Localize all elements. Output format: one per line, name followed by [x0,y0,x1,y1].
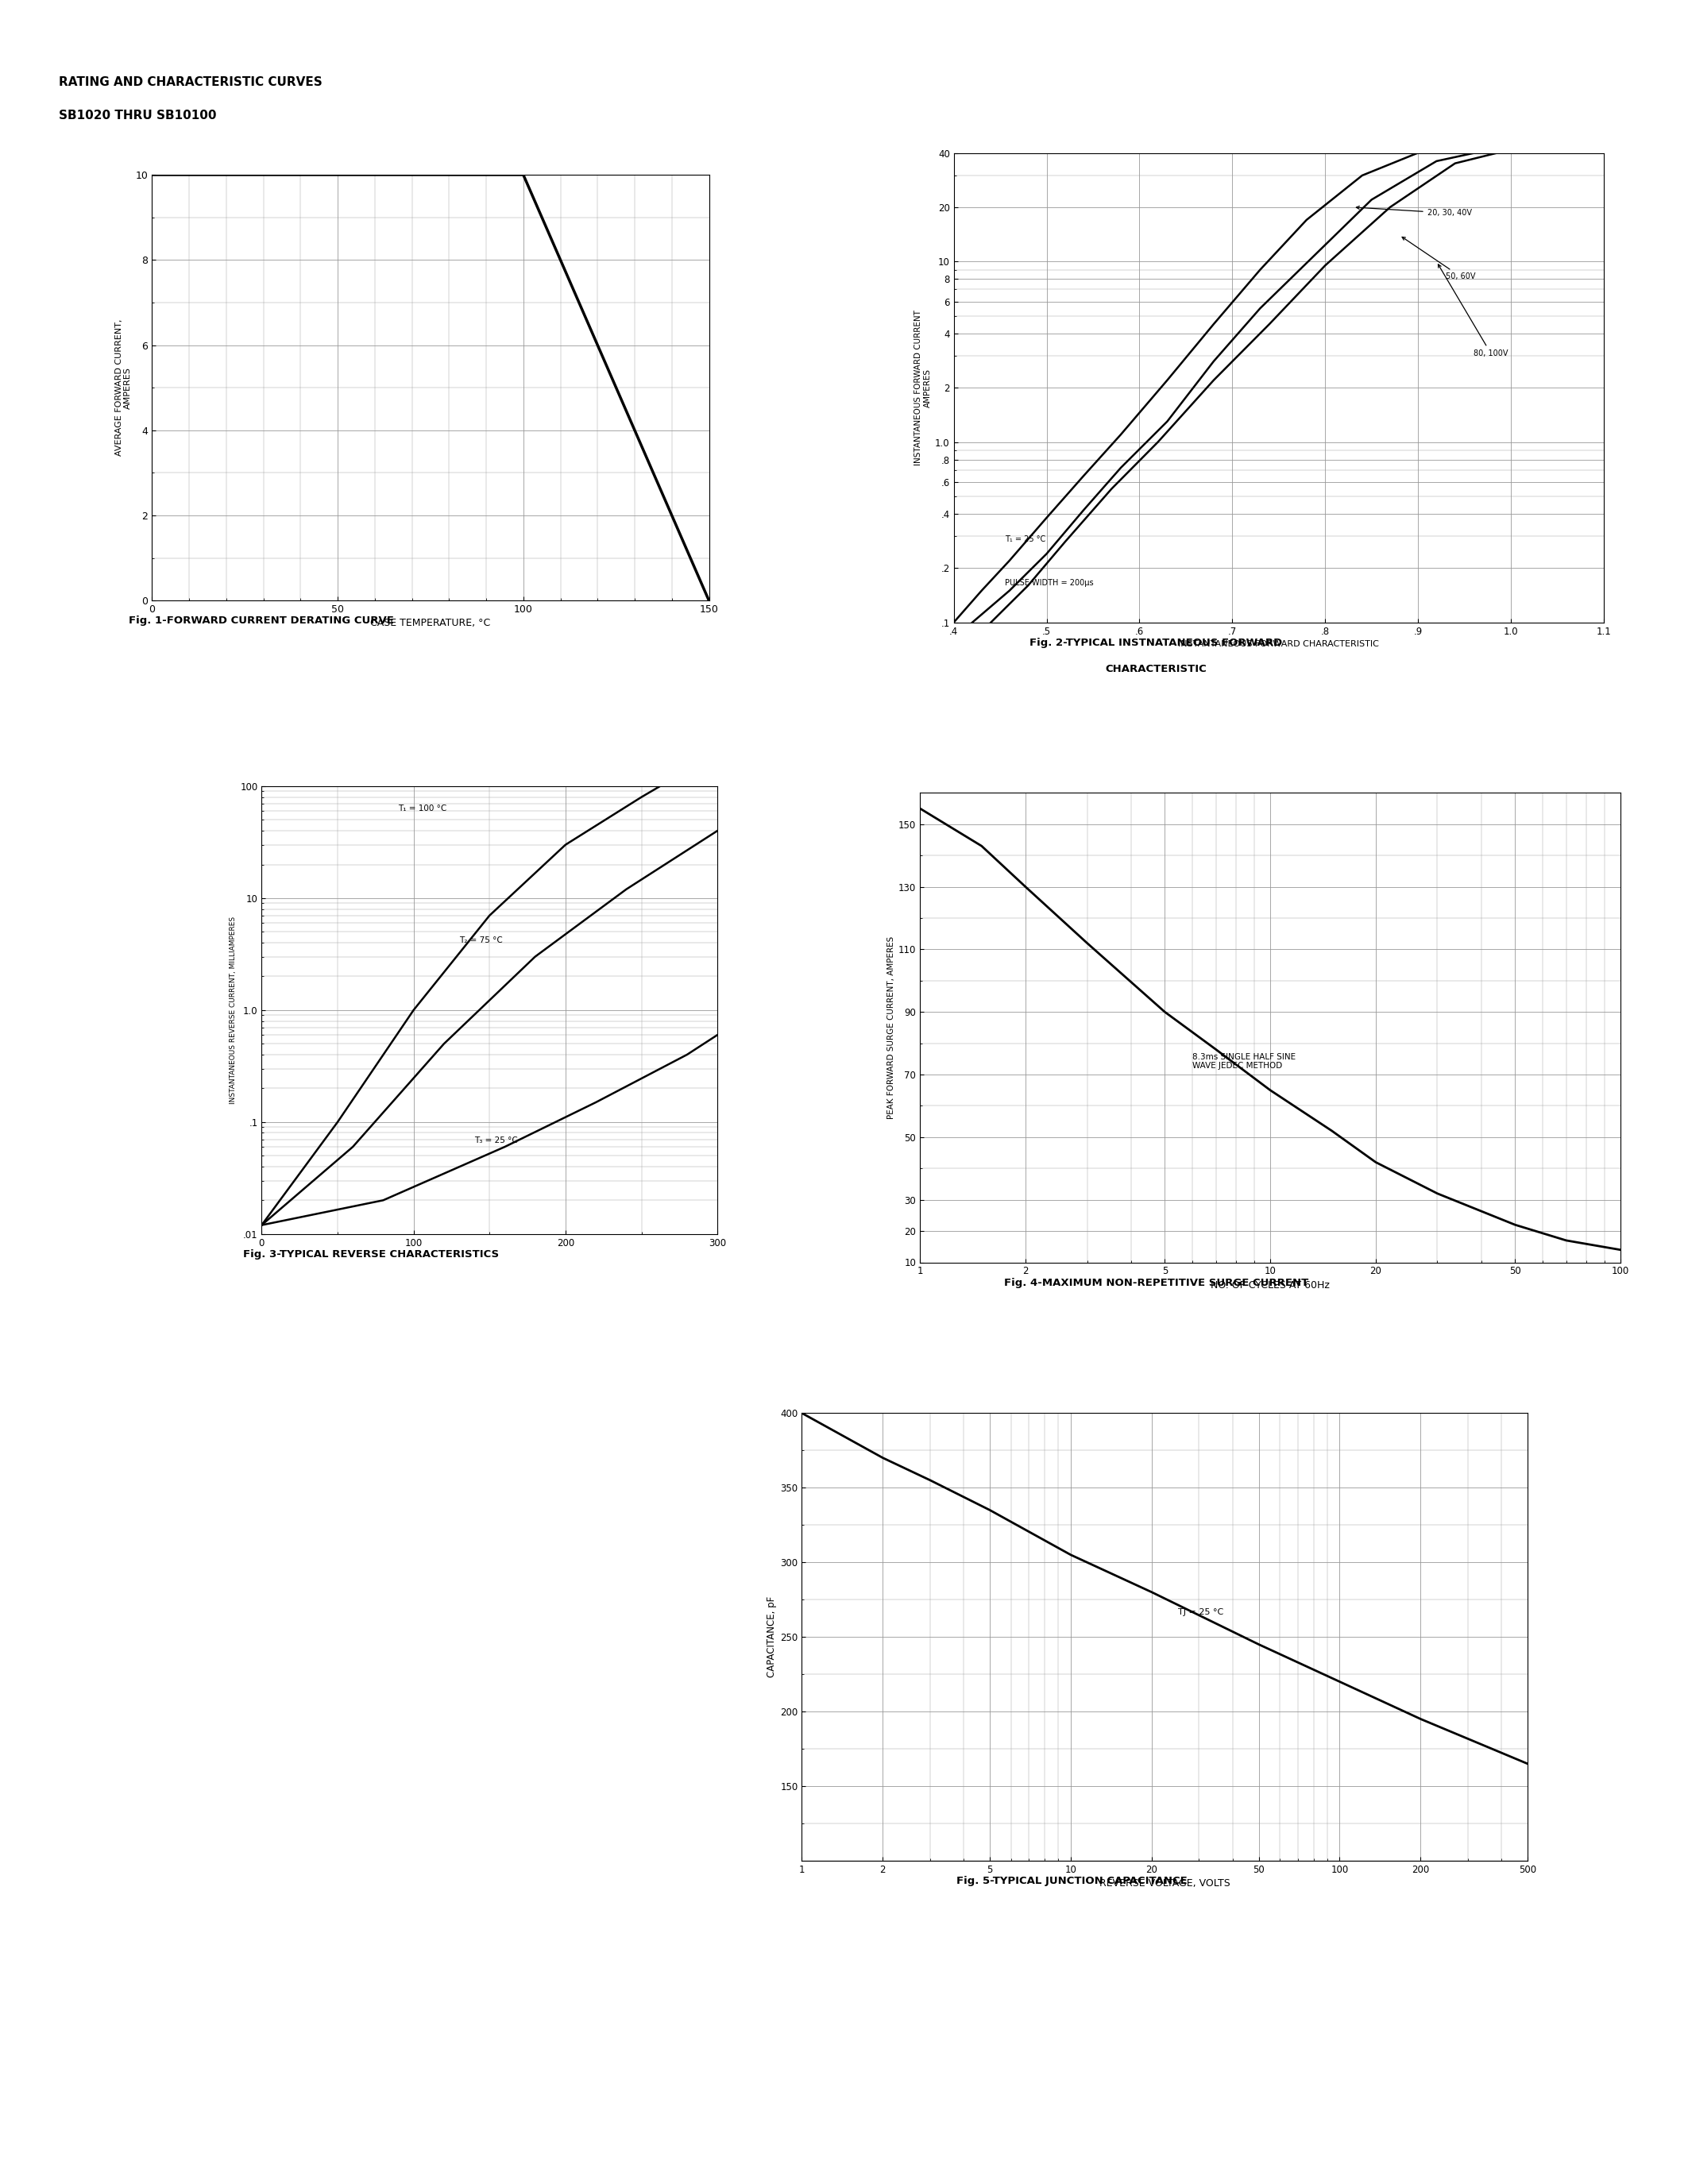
Text: Fig. 3-TYPICAL REVERSE CHARACTERISTICS: Fig. 3-TYPICAL REVERSE CHARACTERISTICS [243,1249,500,1260]
Text: TJ = 25 °C: TJ = 25 °C [1178,1607,1224,1616]
X-axis label: CASE TEMPERATURE, °C: CASE TEMPERATURE, °C [370,618,491,629]
Y-axis label: AVERAGE FORWARD CURRENT,
AMPERES: AVERAGE FORWARD CURRENT, AMPERES [115,319,132,456]
X-axis label: REVERSE VOLTAGE, VOLTS: REVERSE VOLTAGE, VOLTS [1099,1878,1231,1889]
Text: RATING AND CHARACTERISTIC CURVES: RATING AND CHARACTERISTIC CURVES [59,76,322,87]
Y-axis label: INSTANTANEOUS REVERSE CURRENT, MILLIAMPERES: INSTANTANEOUS REVERSE CURRENT, MILLIAMPE… [230,917,236,1103]
Text: 80, 100V: 80, 100V [1438,264,1507,358]
Text: PULSE WIDTH = 200μs: PULSE WIDTH = 200μs [1004,579,1094,587]
Text: CHARACTERISTIC: CHARACTERISTIC [1106,664,1207,675]
Text: Fig. 2-TYPICAL INSTNATANEOUS FORWARD: Fig. 2-TYPICAL INSTNATANEOUS FORWARD [1030,638,1283,649]
Text: T₃ = 25 °C: T₃ = 25 °C [474,1136,518,1144]
Text: SB1020 THRU SB10100: SB1020 THRU SB10100 [59,109,216,120]
Text: Fig. 1-FORWARD CURRENT DERATING CURVE: Fig. 1-FORWARD CURRENT DERATING CURVE [128,616,395,627]
Text: 20, 30, 40V: 20, 30, 40V [1355,205,1472,216]
Text: T₁ = 25 °C: T₁ = 25 °C [1004,535,1045,544]
Y-axis label: CAPACITANCE, pF: CAPACITANCE, pF [766,1597,776,1677]
Text: 50, 60V: 50, 60V [1403,238,1475,280]
Text: 8.3ms SINGLE HALF SINE
WAVE JEDEC METHOD: 8.3ms SINGLE HALF SINE WAVE JEDEC METHOD [1192,1053,1296,1070]
Text: T₁ = 100 °C: T₁ = 100 °C [398,804,447,812]
Y-axis label: INSTANTANEOUS FORWARD CURRENT
AMPERES: INSTANTANEOUS FORWARD CURRENT AMPERES [915,310,932,465]
Text: Fig. 5-TYPICAL JUNCTION CAPACITANCE: Fig. 5-TYPICAL JUNCTION CAPACITANCE [957,1876,1187,1887]
Text: T₂ = 75 °C: T₂ = 75 °C [459,937,503,943]
X-axis label: NO. OF CYCLES AT 60Hz: NO. OF CYCLES AT 60Hz [1210,1280,1330,1291]
Y-axis label: PEAK FORWARD SURGE CURRENT, AMPERES: PEAK FORWARD SURGE CURRENT, AMPERES [888,937,895,1118]
X-axis label: INSTANTANEOUS FORWARD CHARACTERISTIC: INSTANTANEOUS FORWARD CHARACTERISTIC [1178,640,1379,649]
Text: Fig. 4-MAXIMUM NON-REPETITIVE SURGE CURRENT: Fig. 4-MAXIMUM NON-REPETITIVE SURGE CURR… [1004,1278,1308,1289]
